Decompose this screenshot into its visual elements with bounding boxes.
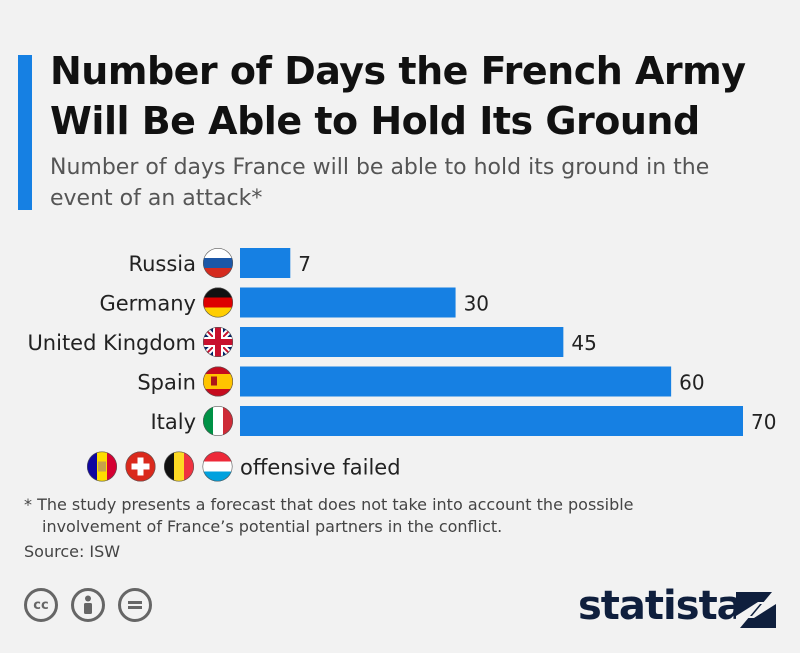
bar [240, 287, 456, 318]
germany-flag-icon [203, 287, 233, 318]
category-label: Germany [99, 292, 196, 316]
switzerland-flag-icon [125, 451, 156, 482]
footnote-line-2: involvement of France’s potential partne… [42, 517, 503, 536]
license-icons: cc [24, 588, 152, 622]
title-accent-bar [18, 55, 32, 210]
category-label: Russia [128, 252, 196, 276]
value-label: 70 [751, 410, 776, 434]
offensive-failed-label: offensive failed [240, 456, 401, 480]
bar [240, 327, 564, 357]
value-label: 7 [298, 252, 311, 276]
category-label: Italy [150, 410, 196, 434]
statista-logo-text[interactable]: statista [578, 583, 744, 629]
footnote-line-1: * The study presents a forecast that doe… [24, 495, 634, 514]
uk-flag-icon [203, 327, 233, 357]
bar [240, 248, 291, 278]
luxembourg-flag-icon [202, 451, 233, 482]
cc-icon[interactable]: cc [24, 588, 58, 622]
bar [240, 366, 672, 397]
no-derivatives-icon[interactable] [118, 588, 152, 622]
statista-logo-icon[interactable] [736, 592, 776, 628]
category-label: Spain [137, 371, 196, 395]
attribution-icon[interactable] [71, 588, 105, 622]
russia-flag-icon [203, 248, 233, 278]
category-label: United Kingdom [27, 331, 196, 355]
source-label: Source: ISW [24, 542, 121, 561]
chart-subtitle: Number of days France will be able to ho… [50, 155, 710, 211]
value-label: 60 [679, 371, 704, 395]
belgium-flag-icon [164, 451, 194, 482]
footnote: * The study presents a forecast that doe… [24, 494, 764, 538]
bar [240, 406, 743, 436]
value-label: 30 [464, 292, 489, 316]
italy-flag-icon [203, 406, 233, 436]
andorra-flag-icon [87, 451, 117, 482]
spain-flag-icon [203, 366, 233, 397]
bar-chart: Russia 7 Germany 30 United Kingdom 45 Spain 60 I… [27, 248, 776, 482]
value-label: 45 [571, 331, 596, 355]
chart-title: Number of Days the French Army Will Be A… [50, 49, 746, 143]
